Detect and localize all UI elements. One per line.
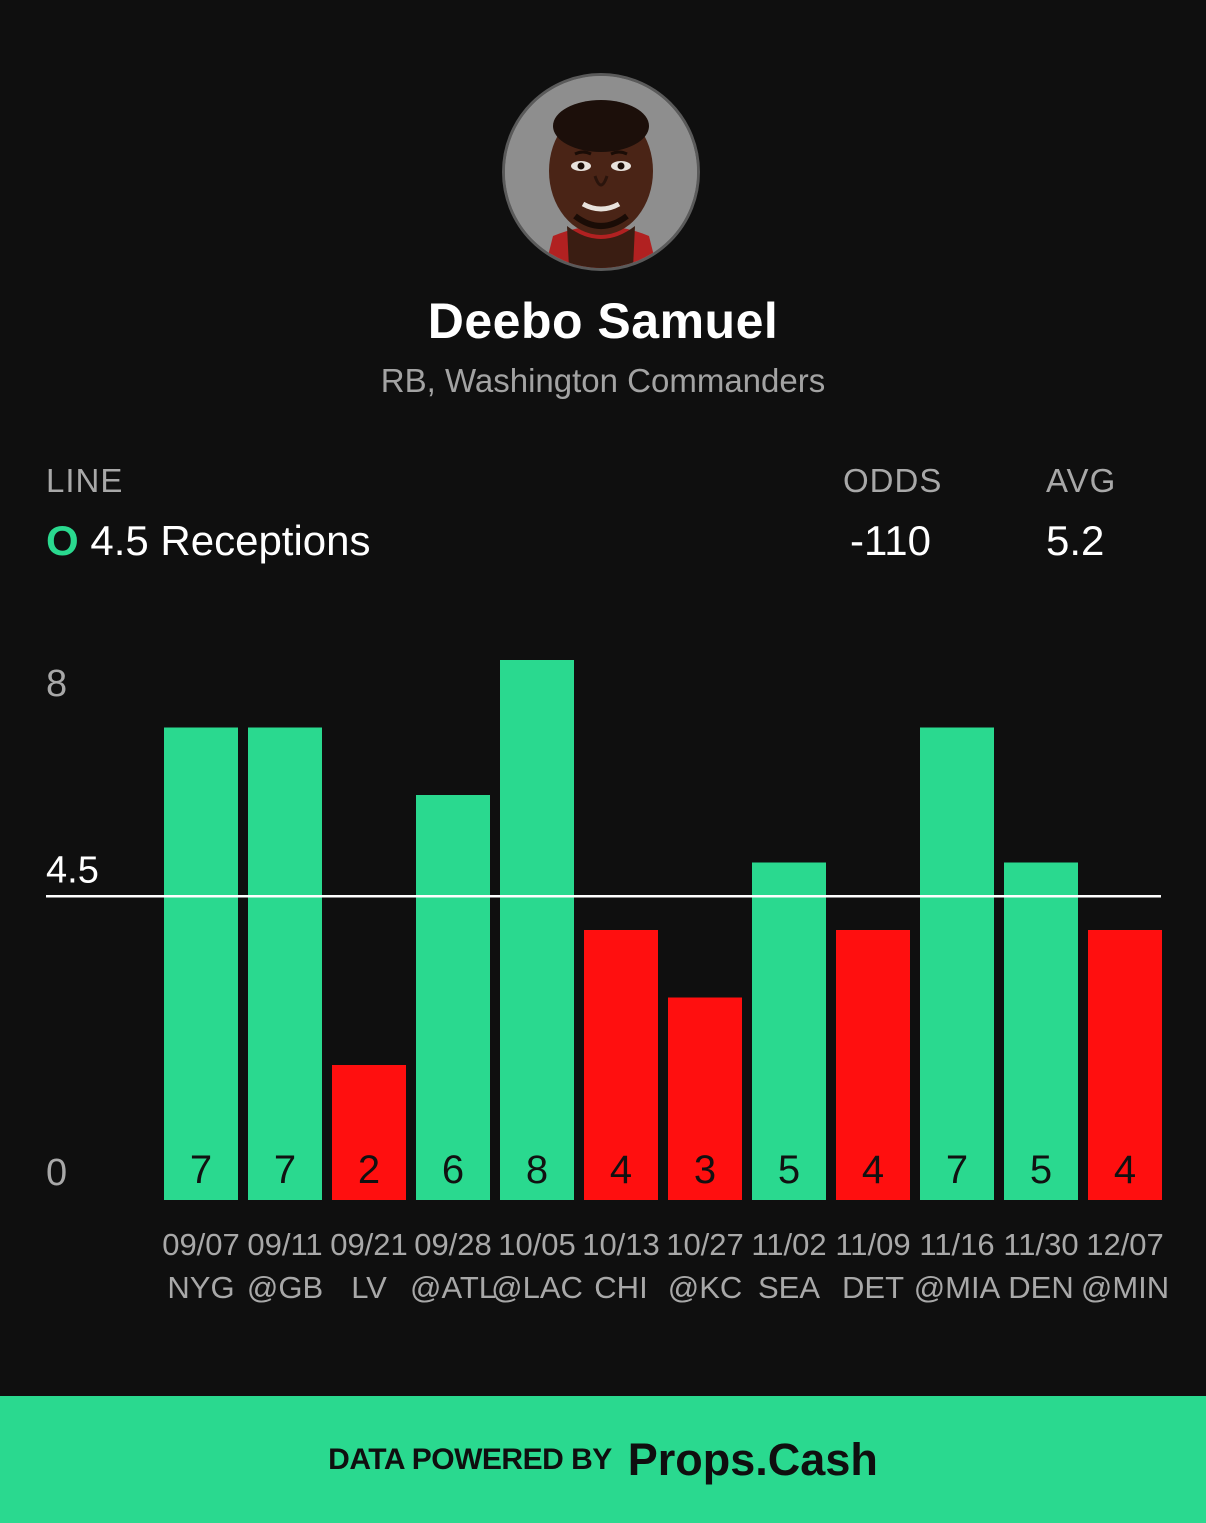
y-tick-label: 0 — [46, 1152, 67, 1194]
x-tick-opponent: SEA — [758, 1270, 820, 1305]
x-tick-opponent: @KC — [668, 1270, 743, 1305]
receptions-chart: 0 8 7 09/07 NYG 7 09/11 @GB 2 09/21 LV 6 09/28 @ATL 8 1… — [0, 600, 1206, 1340]
over-indicator: O — [46, 517, 79, 564]
x-tick-opponent: DEN — [1008, 1270, 1073, 1305]
x-tick-date: 11/16 — [919, 1227, 994, 1262]
bar-value-label: 5 — [1030, 1148, 1052, 1192]
bar-value-label: 7 — [946, 1148, 968, 1192]
x-tick-date: 11/30 — [1003, 1227, 1078, 1262]
x-tick-date: 10/13 — [582, 1227, 660, 1262]
brand-logo-text[interactable]: Props.Cash — [627, 1433, 878, 1485]
bar — [752, 862, 826, 1200]
bar — [668, 997, 742, 1200]
bar — [836, 930, 910, 1200]
x-tick-opponent: @LAC — [491, 1270, 583, 1305]
bar-value-label: 6 — [442, 1148, 464, 1192]
x-tick-opponent: @MIA — [914, 1270, 1001, 1305]
x-tick-opponent: @MIN — [1081, 1270, 1169, 1305]
x-tick-opponent: @ATL — [410, 1270, 496, 1305]
bar-value-label: 8 — [526, 1148, 548, 1192]
x-tick-date: 11/02 — [751, 1227, 826, 1262]
bar — [332, 1065, 406, 1200]
odds-label: ODDS — [843, 462, 943, 499]
line-value-group: O 4.5 Receptions — [46, 517, 371, 565]
bar-value-label: 4 — [862, 1148, 884, 1192]
x-tick-opponent: @GB — [247, 1270, 323, 1305]
x-tick-date: 09/07 — [162, 1227, 240, 1262]
x-tick-date: 09/28 — [414, 1227, 492, 1262]
bar-value-label: 2 — [358, 1148, 380, 1192]
avg-value: 5.2 — [1046, 517, 1105, 564]
player-name: Deebo Samuel — [427, 293, 779, 349]
bar — [248, 727, 322, 1200]
player-photo — [505, 76, 697, 268]
bar-value-label: 4 — [610, 1148, 632, 1192]
x-tick-opponent: CHI — [594, 1270, 647, 1305]
x-tick-opponent: LV — [351, 1270, 387, 1305]
bar-value-label: 5 — [778, 1148, 800, 1192]
bar — [1004, 862, 1078, 1200]
x-tick-date: 09/11 — [247, 1227, 322, 1262]
player-avatar — [502, 73, 700, 271]
chart-svg: 08709/07NYG709/11@GB209/21LV609/28@ATL81… — [46, 660, 1169, 1305]
x-tick-opponent: NYG — [167, 1270, 234, 1305]
bar-value-label: 7 — [190, 1148, 212, 1192]
bar — [920, 727, 994, 1200]
x-tick-date: 12/07 — [1086, 1227, 1164, 1262]
y-tick-label: 8 — [46, 663, 67, 705]
x-tick-date: 09/21 — [330, 1227, 408, 1262]
prop-line-label: 4.5 — [46, 849, 99, 891]
line-label: LINE — [46, 462, 124, 499]
odds-value: -110 — [850, 517, 931, 564]
avg-label: AVG — [1046, 462, 1117, 499]
bar — [164, 727, 238, 1200]
bar-value-label: 3 — [694, 1148, 716, 1192]
player-position-team: RB, Washington Commanders — [380, 362, 826, 399]
x-tick-date: 10/27 — [666, 1227, 744, 1262]
bar — [1088, 930, 1162, 1200]
x-tick-date: 10/05 — [498, 1227, 576, 1262]
bar — [584, 930, 658, 1200]
powered-by-text: DATA POWERED BY — [328, 1442, 612, 1476]
bar — [416, 795, 490, 1200]
bar-value-label: 4 — [1114, 1148, 1136, 1192]
x-tick-opponent: DET — [842, 1270, 904, 1305]
footer-banner: DATA POWERED BY Props.Cash — [0, 1396, 1206, 1523]
line-value: 4.5 Receptions — [90, 517, 371, 564]
bar — [500, 660, 574, 1200]
bar-value-label: 7 — [274, 1148, 296, 1192]
x-tick-date: 11/09 — [835, 1227, 910, 1262]
